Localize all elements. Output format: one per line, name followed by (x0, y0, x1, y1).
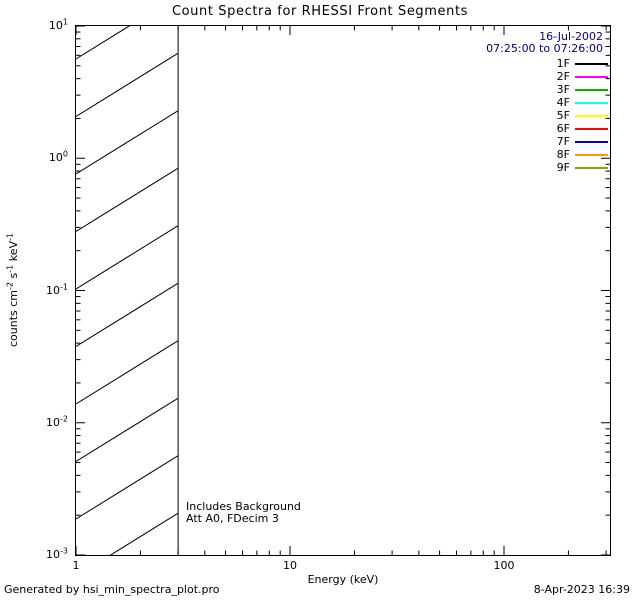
x-tick-label: 100 (493, 559, 515, 572)
legend-entry: 1F (557, 57, 608, 70)
legend: 1F 2F 3F 4F 5F 6F 7F 8F 9F (557, 57, 608, 174)
legend-entry-swatch (575, 166, 608, 169)
legend-entry-swatch (575, 153, 608, 156)
legend-entry-swatch (575, 75, 608, 78)
includes-background-label: Includes Background (186, 500, 301, 513)
plot-area: 16-Jul-2002 07:25:00 to 07:26:00 1F 2F 3F 4… (75, 25, 611, 556)
legend-entry-swatch (575, 140, 608, 143)
x-axis-label: Energy (keV) (307, 573, 379, 586)
y-tick-label: 100 (48, 149, 68, 165)
legend-entry-label: 6F (556, 122, 570, 135)
legend-entry-swatch (575, 88, 608, 91)
y-tick-label: 10-2 (46, 414, 68, 429)
plot-canvas (76, 26, 610, 555)
generated-by-label: Generated by hsi_min_spectra_plot.pro (4, 583, 220, 596)
x-tick-label: 10 (283, 559, 297, 572)
legend-entry-label: 2F (556, 70, 570, 83)
legend-entry-label: 8F (556, 148, 570, 161)
legend-entry-label: 4F (556, 96, 570, 109)
legend-entry-swatch (575, 127, 608, 130)
chart-title: Count Spectra for RHESSI Front Segments (171, 4, 469, 19)
legend-entry-label: 1F (556, 57, 570, 70)
legend-entry-label: 3F (556, 83, 570, 96)
legend-entry: 5F (557, 109, 608, 122)
legend-entry: 7F (557, 135, 608, 148)
legend-entry-swatch (575, 101, 608, 104)
y-tick-label: 10-3 (46, 546, 68, 561)
y-tick-label: 10-1 (46, 281, 68, 297)
legend-entry-label: 9F (556, 161, 570, 174)
legend-entry: 9F (557, 161, 608, 174)
legend-entry: 6F (557, 122, 608, 135)
y-tick-label: 101 (48, 17, 68, 32)
legend-entry-label: 5F (556, 109, 570, 122)
generated-timestamp-label: 8-Apr-2023 16:39 (533, 583, 630, 596)
legend-entry: 4F (557, 96, 608, 109)
legend-entry-label: 7F (556, 135, 570, 148)
time-range-label: 07:25:00 to 07:26:00 (486, 42, 603, 55)
attenuator-label: Att A0, FDecim 3 (186, 511, 279, 525)
background-note: Includes Background Att A0, FDecim 3 (186, 501, 301, 524)
legend-entry: 8F (557, 148, 608, 161)
legend-entry-swatch (575, 114, 608, 117)
legend-entry-swatch (575, 62, 608, 65)
hatched-region (76, 26, 179, 555)
y-axis-label: counts cm-2 s-1 keV-1 (5, 233, 20, 347)
x-tick-label: 1 (72, 559, 80, 572)
date-block: 16-Jul-2002 07:25:00 to 07:26:00 (486, 31, 603, 55)
date-label: 16-Jul-2002 (539, 30, 603, 43)
legend-entry: 2F (557, 70, 608, 83)
legend-entry: 3F (557, 83, 608, 96)
